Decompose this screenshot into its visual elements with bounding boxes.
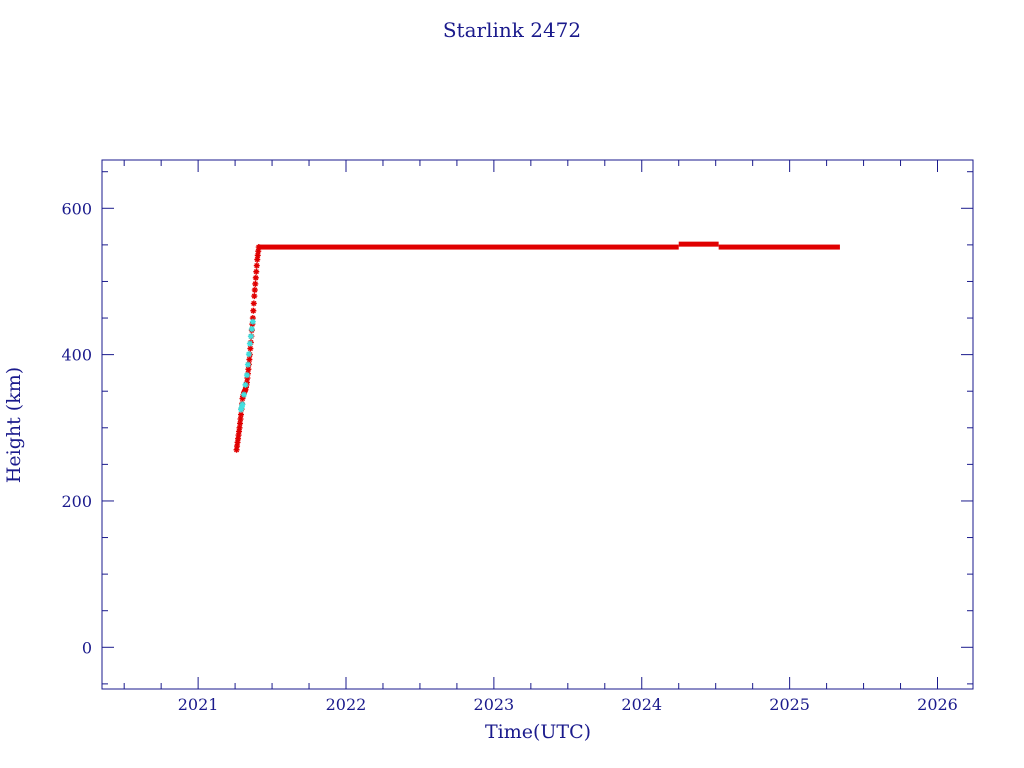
data-segment (258, 244, 679, 250)
data-point (251, 286, 258, 293)
x-tick-label: 2024 (621, 695, 662, 714)
data-point (250, 300, 257, 307)
plot-frame (101, 159, 974, 690)
data-point (240, 391, 247, 398)
chart-title: Starlink 2472 (443, 18, 581, 42)
x-tick-label: 2021 (178, 695, 219, 714)
axis-ticks (102, 160, 973, 689)
data-point (245, 351, 252, 358)
y-tick-labels: 0 200 400 600 (61, 199, 92, 657)
x-tick-label: 2026 (917, 695, 958, 714)
data-point (253, 262, 260, 269)
data-point (250, 307, 257, 314)
data-point (244, 361, 251, 368)
data-point (252, 280, 259, 287)
data-point (251, 293, 258, 300)
x-axis-label: Time(UTC) (485, 721, 591, 743)
data-point (237, 416, 244, 423)
data-point (243, 372, 250, 379)
x-tick-label: 2023 (474, 695, 515, 714)
y-tick-label: 600 (61, 199, 92, 218)
data-point (255, 244, 262, 251)
data-point (246, 356, 253, 363)
x-tick-label: 2025 (769, 695, 810, 714)
data-point (248, 326, 255, 333)
x-tick-labels: 2021 2022 2023 2024 2025 2026 (178, 695, 958, 714)
data-point (242, 381, 249, 388)
data-point (253, 268, 260, 275)
data-point (247, 333, 254, 340)
data-segment (678, 241, 719, 247)
data-point (238, 411, 245, 418)
y-tick-label: 400 (61, 346, 92, 365)
y-tick-label: 200 (61, 492, 92, 511)
data-point (237, 420, 244, 427)
data-point (239, 401, 246, 408)
data-segment (718, 244, 840, 250)
data-point (249, 318, 256, 325)
x-tick-label: 2022 (326, 695, 367, 714)
data-point (252, 274, 259, 281)
y-axis-label: Height (km) (3, 367, 25, 483)
data-points (233, 241, 840, 453)
y-tick-label: 0 (82, 638, 92, 657)
data-point (246, 340, 253, 347)
